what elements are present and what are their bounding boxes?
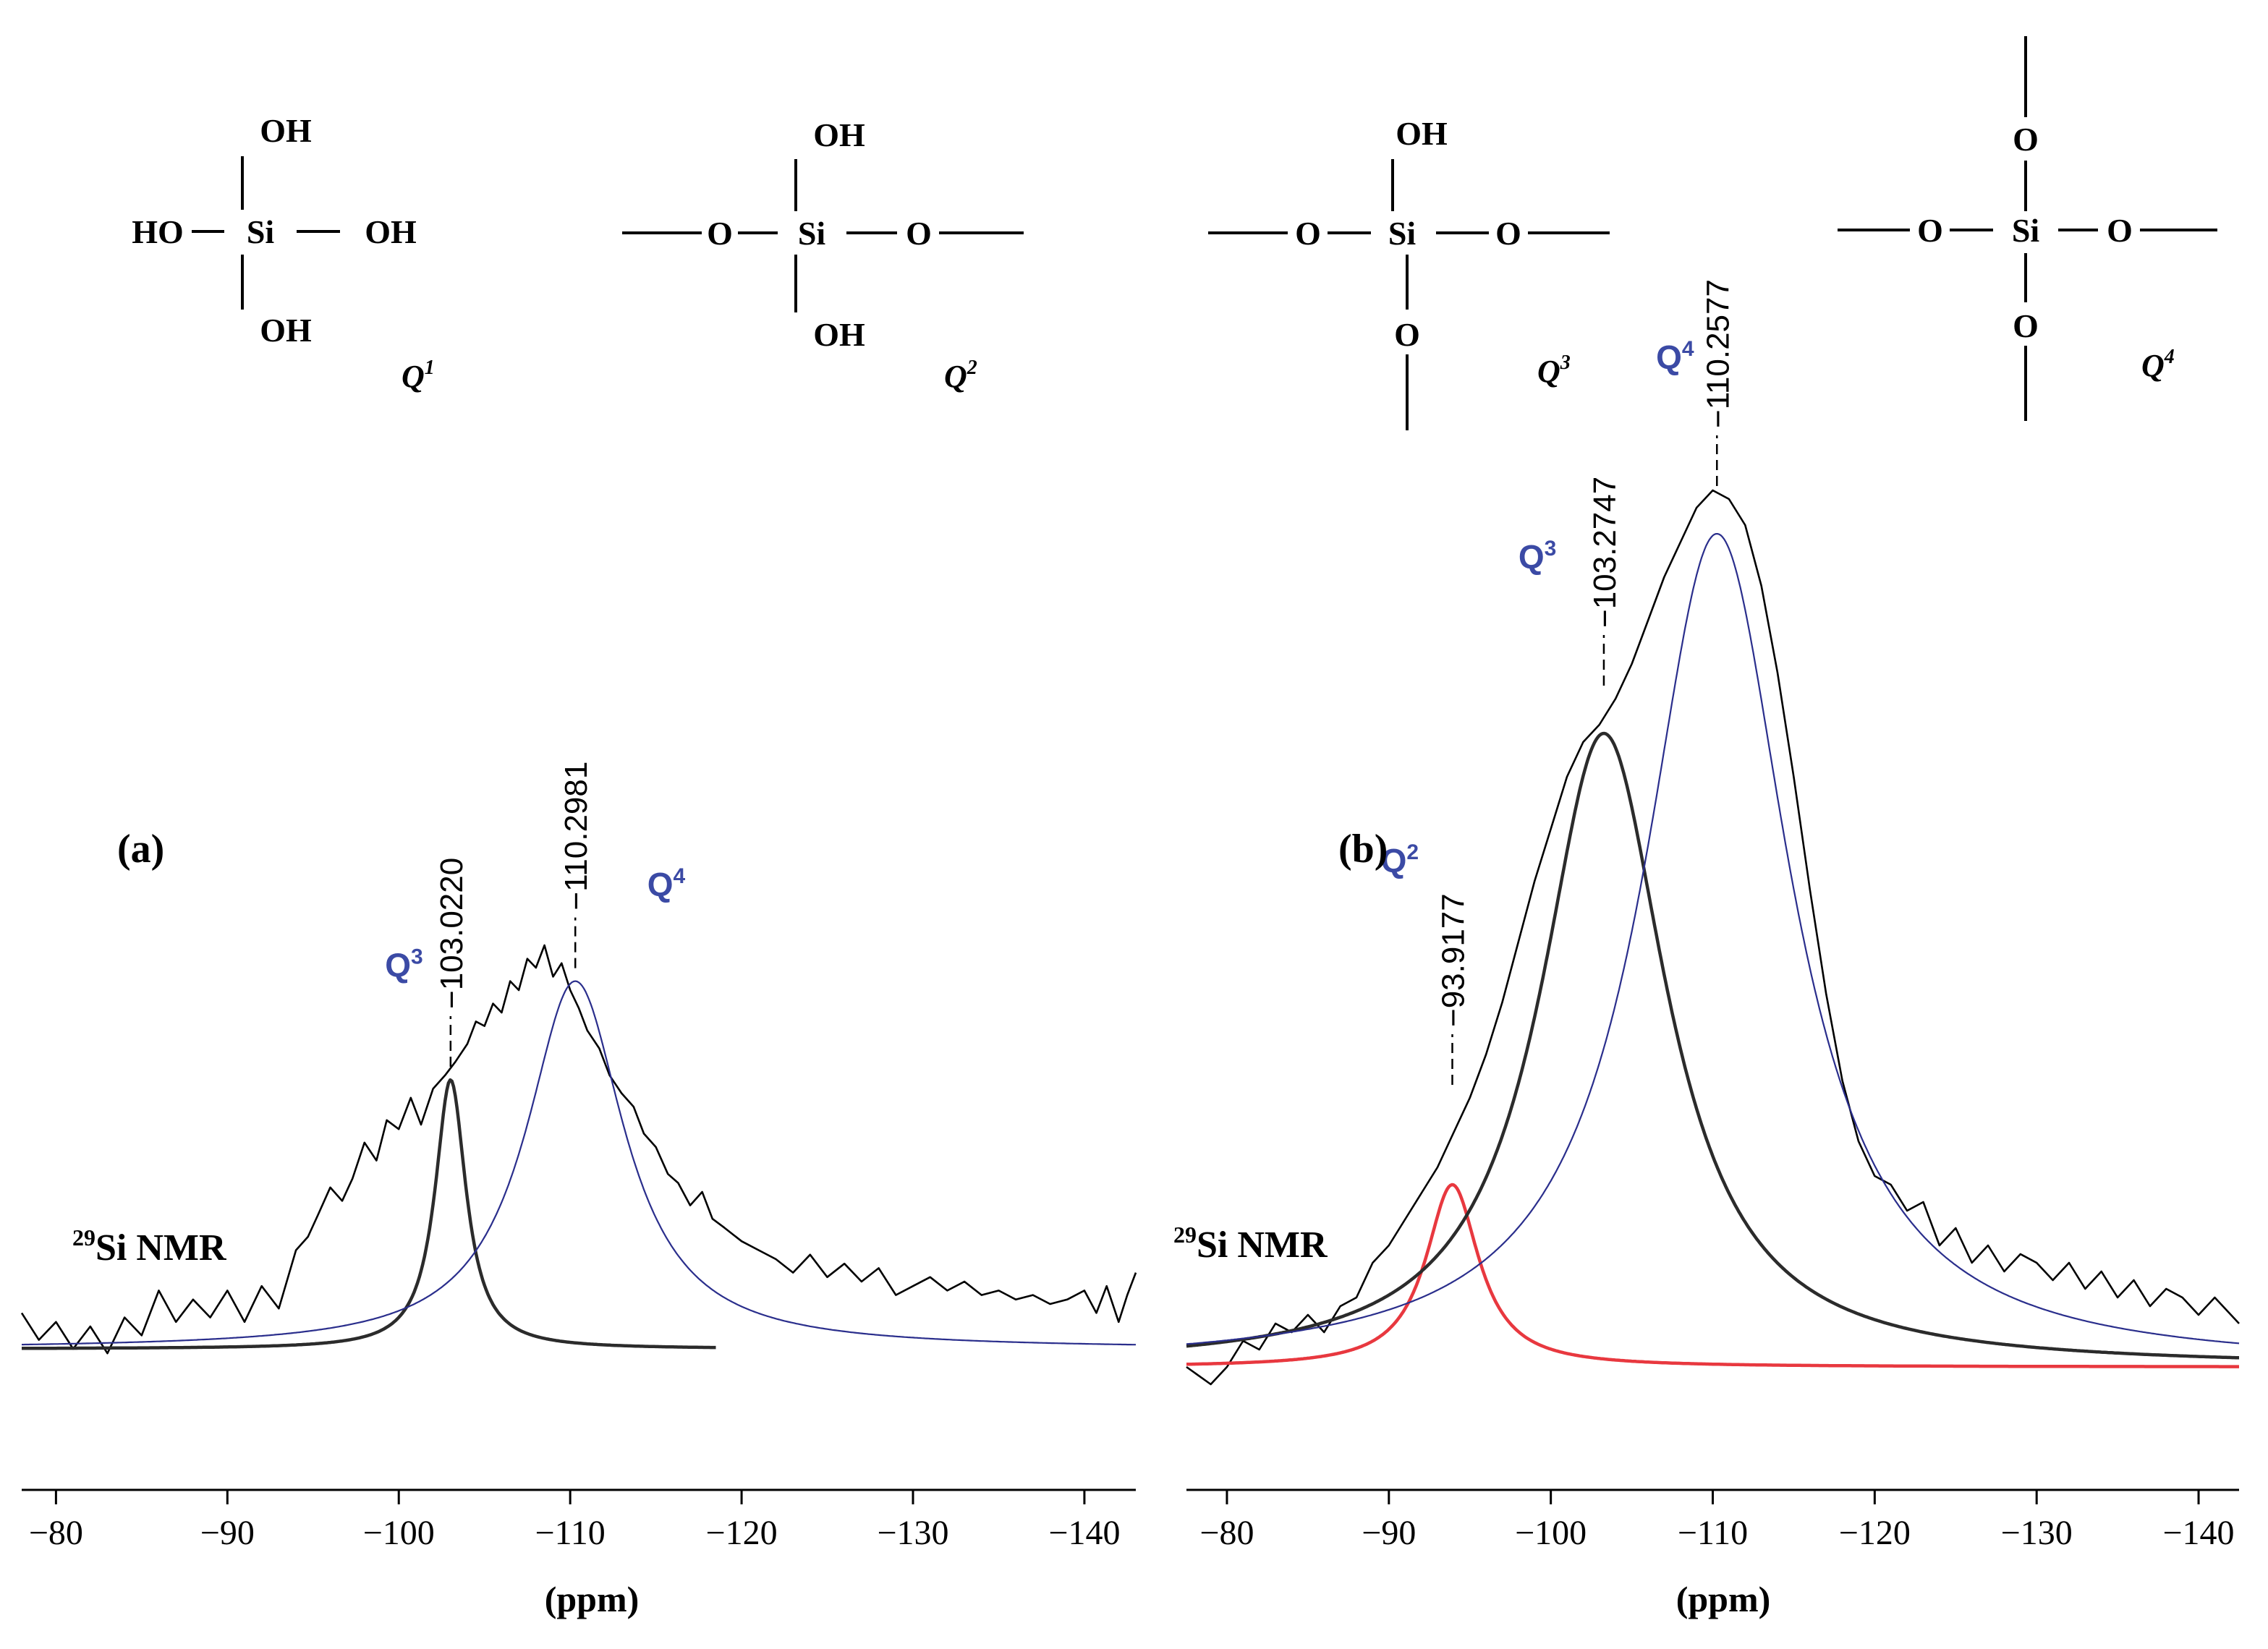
panel-b-peak-label-sup: 2 [1406,840,1419,864]
q3-center-si: Si [1388,215,1417,252]
q4-center-si: Si [2012,212,2040,249]
panel-b-peak-label-sup: 4 [1682,337,1694,361]
panel-a-peak-label-q: Q [385,946,411,984]
q1-center-si: Si [247,213,275,250]
panel-b-tick-label: −90 [1362,1514,1416,1552]
panel-a-tick-label: −120 [706,1514,778,1552]
q2-label-q: Q [944,359,967,394]
q2-label: Q2 [944,357,977,394]
panel-a-nucleus-mass: 29 [72,1224,95,1250]
panel-a-tick-label: −100 [363,1514,435,1552]
q3-label-sup: 3 [1560,351,1571,374]
panel-a-peak-label: Q4 [647,864,686,903]
panel-b-tick-label: −100 [1515,1514,1587,1552]
q3-right-o: O [1495,215,1521,252]
panel-a-nucleus-name: Si NMR [95,1227,227,1269]
panel-b-label: (b) [1338,827,1388,872]
panel-b-tick-label: −130 [2001,1514,2073,1552]
spectrum-panel-a: −80 −90 −100 −110 −120 −130 −140 −103.0220 −110… [20,762,1137,1619]
panel-a-nucleus: 29Si NMR [72,1224,227,1269]
q4-bottom-o: O [2013,307,2039,344]
q3-label-q: Q [1537,354,1560,389]
panel-b-tick-label: −140 [2162,1514,2234,1552]
panel-a-peak-value: −110.2981 [558,762,594,911]
structure-q4: O O Si O O [1838,36,2217,421]
panel-a-peak-label: Q3 [385,945,422,984]
panel-a-peak-value: −103.0220 [434,858,470,1009]
panel-b-tick-label: −80 [1199,1514,1254,1552]
q2-bottom-oh: OH [813,316,865,353]
q1-right-oh: OH [365,213,417,250]
panel-a-series-q4-fit [22,980,1136,1346]
panel-b-xlabel: (ppm) [1676,1579,1771,1619]
panel-a-xlabel: (ppm) [545,1579,640,1619]
panel-b-peak-label-q: Q [1381,842,1407,879]
q1-label-sup: 1 [425,357,435,379]
panel-a-series-q3-fit [22,1078,716,1350]
q4-right-o: O [2107,212,2133,249]
panel-b-series-q4-fit [1186,532,2240,1345]
q1-label: Q1 [402,357,435,394]
spectrum-panel-b: −80 −90 −100 −110 −120 −130 −140 −93.9177 −103.… [1173,279,2240,1619]
panel-b-series-q2-fit [1186,1183,2240,1368]
panel-a-tick-label: −90 [200,1514,255,1552]
panel-a-peak-label-q: Q [647,866,674,903]
q3-bottom-o: O [1394,316,1420,353]
panel-b-nucleus: 29Si NMR [1173,1222,1328,1266]
q2-label-sup: 2 [967,357,977,379]
panel-b-peak-value: −93.9177 [1436,893,1471,1027]
q1-left-oh: HO [132,213,184,250]
panel-a-tick-label: −110 [535,1514,606,1552]
q2-top-oh: OH [813,116,865,153]
panel-a-series-experimental [20,944,1137,1355]
q4-left-o: O [1917,212,1943,249]
q4-label-sup: 4 [2164,346,2175,368]
panel-b-peak-value: −110.2577 [1700,279,1736,428]
panel-a-label: (a) [117,827,164,872]
q4-top-o: O [2013,121,2039,158]
panel-b-tick-label: −110 [1678,1514,1748,1552]
panel-b-ticks: −80 −90 −100 −110 −120 −130 −140 [1199,1490,2235,1552]
structure-q2: OH O Si O OH [622,116,1024,353]
panel-a-ticks: −80 −90 −100 −110 −120 −130 −140 [29,1490,1120,1552]
panel-b-nucleus-name: Si NMR [1197,1224,1328,1266]
panel-b-series-experimental [1186,489,2240,1386]
q3-top-oh: OH [1396,115,1448,152]
panel-b-peak-label: Q4 [1656,337,1694,376]
q1-top-oh: OH [260,112,312,149]
q2-center-si: Si [798,215,826,252]
panel-b-peak-label-q: Q [1656,338,1682,376]
panel-b-series-q3-fit [1186,731,2240,1360]
structure-q3: OH O Si O O [1208,115,1610,430]
panel-b-peak-label: Q3 [1519,537,1556,576]
q4-label-q: Q [2141,348,2165,383]
panel-b-peak-label: Q2 [1381,840,1419,879]
panel-b-peak-value: −103.2747 [1587,477,1623,628]
structure-q1: OH HO Si OH OH [132,112,417,349]
panel-b-peak-label-q: Q [1519,538,1545,576]
q2-right-o: O [906,215,932,252]
panel-b-tick-label: −120 [1839,1514,1911,1552]
q3-left-o: O [1295,215,1321,252]
panel-a-peak-label-sup: 4 [674,864,686,888]
panel-a-tick-label: −80 [29,1514,83,1552]
q4-label: Q4 [2141,346,2175,383]
q1-label-q: Q [402,359,425,394]
panel-b-curves [1186,489,2240,1386]
q1-bottom-oh: OH [260,312,312,349]
q3-label: Q3 [1537,351,1571,389]
panel-a-curves [20,944,1137,1355]
panel-b-nucleus-mass: 29 [1173,1222,1197,1248]
panel-a-peak-label-sup: 3 [411,945,423,968]
panel-a-tick-label: −140 [1048,1514,1120,1552]
q2-left-o: O [707,215,733,252]
panel-a-tick-label: −130 [877,1514,948,1552]
panel-b-peak-label-sup: 3 [1545,537,1557,561]
